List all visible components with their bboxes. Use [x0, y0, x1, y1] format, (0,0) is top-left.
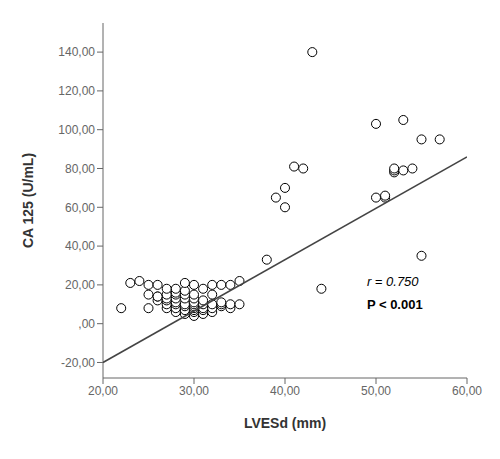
svg-text:30,00: 30,00	[179, 384, 209, 398]
svg-text:140,00: 140,00	[58, 45, 95, 59]
svg-text:P < 0.001: P < 0.001	[367, 297, 423, 312]
svg-text:60,00: 60,00	[65, 201, 95, 215]
svg-text:50,00: 50,00	[361, 384, 391, 398]
svg-text:LVESd (mm): LVESd (mm)	[244, 415, 326, 431]
svg-text:,00: ,00	[78, 317, 95, 331]
svg-text:100,00: 100,00	[58, 123, 95, 137]
svg-text:20,00: 20,00	[65, 278, 95, 292]
svg-text:120,00: 120,00	[58, 84, 95, 98]
svg-text:80,00: 80,00	[65, 162, 95, 176]
svg-text:40,00: 40,00	[270, 384, 300, 398]
svg-text:-20,00: -20,00	[61, 356, 95, 370]
svg-text:r = 0.750: r = 0.750	[367, 274, 419, 289]
svg-text:CA 125 (U/mL): CA 125 (U/mL)	[20, 153, 36, 248]
svg-text:60,00: 60,00	[452, 384, 482, 398]
svg-text:40,00: 40,00	[65, 239, 95, 253]
svg-text:20,00: 20,00	[88, 384, 118, 398]
